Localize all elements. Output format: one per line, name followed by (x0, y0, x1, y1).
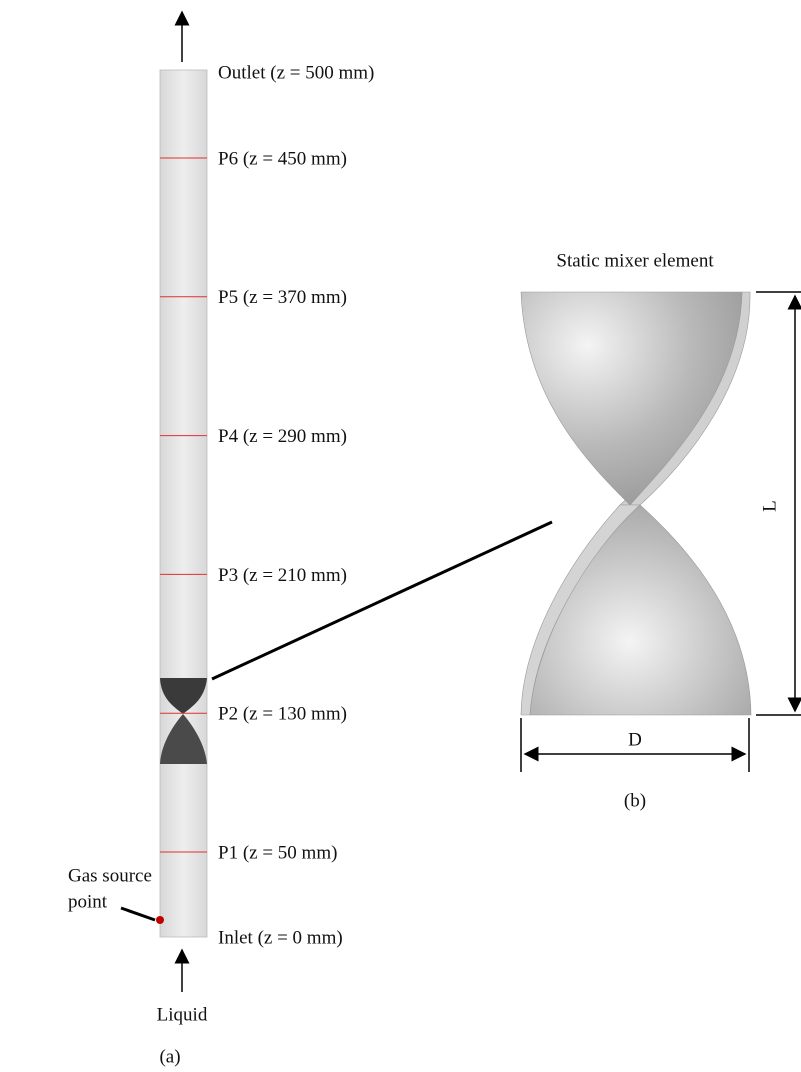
zoom-line (212, 522, 552, 679)
outlet-label: Outlet (z = 500 mm) (218, 62, 374, 83)
probe-label: P6 (z = 450 mm) (218, 148, 347, 169)
leader-line (121, 908, 155, 920)
gas-source-label: Gas source (68, 865, 152, 886)
gas-source-point (156, 916, 164, 924)
pipe (160, 70, 207, 937)
liquid-label: Liquid (157, 1004, 208, 1025)
probe-label: P1 (z = 50 mm) (218, 842, 337, 863)
mixer-element (521, 292, 751, 715)
probe-label: P3 (z = 210 mm) (218, 565, 347, 586)
figure: Outlet (z = 500 mm) P6 (z = 450 mm) P5 (z… (0, 0, 801, 1072)
gas-source-label: point (68, 891, 108, 912)
caption-a: (a) (159, 1046, 180, 1067)
probe-label: P4 (z = 290 mm) (218, 426, 347, 447)
inlet-label: Inlet (z = 0 mm) (218, 927, 343, 948)
length-label: L (759, 500, 780, 512)
probe-label: P2 (z = 130 mm) (218, 704, 347, 725)
probe-label: P5 (z = 370 mm) (218, 287, 347, 308)
caption-b: (b) (624, 790, 646, 811)
diameter-label: D (628, 729, 642, 750)
mixer-title: Static mixer element (556, 250, 714, 271)
